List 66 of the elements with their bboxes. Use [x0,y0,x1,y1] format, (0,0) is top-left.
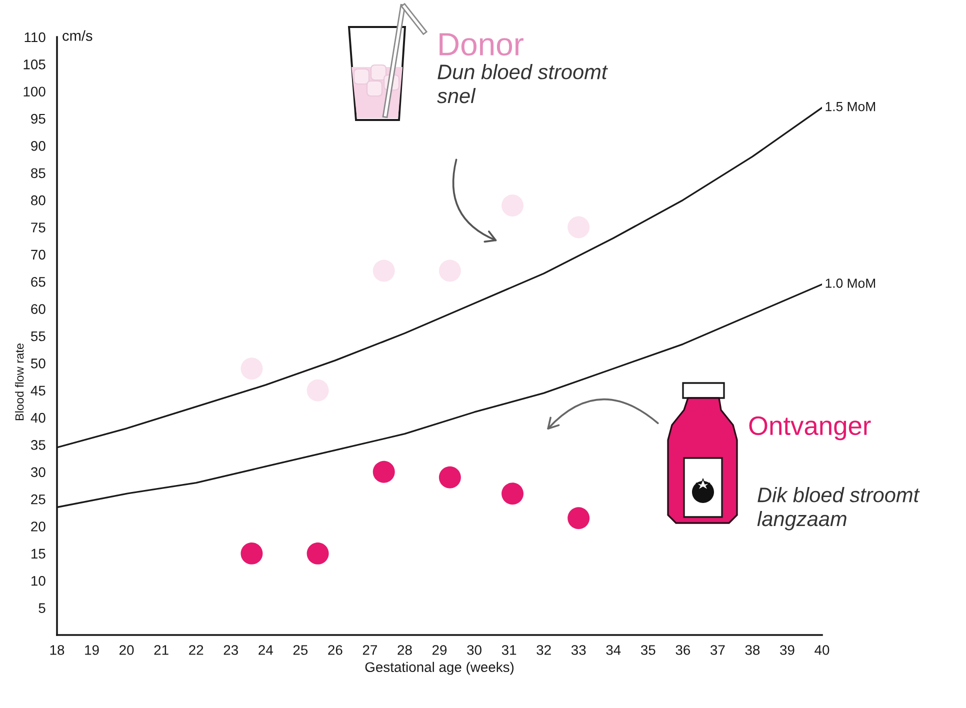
point [502,482,524,505]
x-tick-label: 38 [745,645,760,655]
series-label: 1.5 MoM [826,102,876,112]
point [502,194,524,217]
x-tick-label: 30 [467,645,482,655]
annotation: Dik bloed stroomt langzaam [757,487,920,530]
x-tick-label: 29 [432,645,447,655]
x-tick-label: 21 [154,645,168,655]
point [438,260,461,282]
y-tick-label: 85 [31,168,46,178]
y-tick-label: 25 [31,494,46,504]
point [568,507,590,530]
x-tick-label: 33 [571,645,586,655]
y-tick-label: 45 [30,386,46,396]
y-tick-label: 20 [31,522,46,532]
point [240,358,263,380]
x-tick-label: 20 [120,645,134,655]
y-tick-label: 50 [30,358,46,368]
point [240,542,263,564]
x-tick-label: 39 [780,645,794,655]
y-tick-label: 90 [31,141,46,151]
x-tick-label: 22 [189,645,204,655]
y-tick-label: 35 [30,440,46,450]
annotation: Ontvanger [749,416,871,440]
x-tick-label: 18 [50,645,64,655]
x-tick-label: 19 [85,645,99,655]
x-tick-label: 27 [362,645,377,655]
y-tick-label: 65 [31,276,46,287]
y-tick-label: 100 [24,86,46,97]
y-tick-label: 40 [30,412,46,423]
point [306,542,329,564]
y-tick-label: 95 [31,114,46,124]
point [372,260,395,282]
y-tick-label: 15 [32,548,46,559]
point [372,460,395,483]
y-tick-label: 75 [31,222,46,232]
y-tick-label: 80 [31,195,46,206]
x-tick-label: 31 [502,645,516,655]
series-label: 1.0 MoM [826,278,876,288]
annotation: cm/s [62,30,92,41]
x-tick-label: 28 [398,645,412,655]
x-tick-label: 36 [676,645,690,655]
x-tick-label: 40 [814,645,830,655]
x-tick-label: 32 [536,645,551,655]
x-tick-label: 24 [258,645,273,655]
x-tick-label: 37 [710,645,725,655]
y-tick-label: 70 [31,250,46,260]
x-axis-title: Gestational age (weeks) [365,662,514,675]
y-tick-label: 30 [30,467,46,478]
x-tick-label: 26 [328,645,342,655]
y-axis-title: Blood flow rate [15,344,24,420]
y-tick-label: 105 [24,60,46,70]
x-tick-label: 35 [640,645,656,655]
y-tick-label: 110 [24,32,46,42]
point [438,466,461,488]
x-tick-label: 34 [606,645,621,655]
y-tick-label: 55 [30,331,46,342]
y-tick-label: 5 [38,603,46,613]
annotation: Dun bloed stroomt snel [437,64,608,104]
y-tick-label: 10 [32,576,46,586]
x-tick-label: 23 [224,645,238,655]
point [568,216,590,238]
y-tick-label: 60 [31,304,46,314]
annotation: Donor [440,33,524,56]
x-tick-label: 25 [293,645,308,655]
point [306,379,329,402]
